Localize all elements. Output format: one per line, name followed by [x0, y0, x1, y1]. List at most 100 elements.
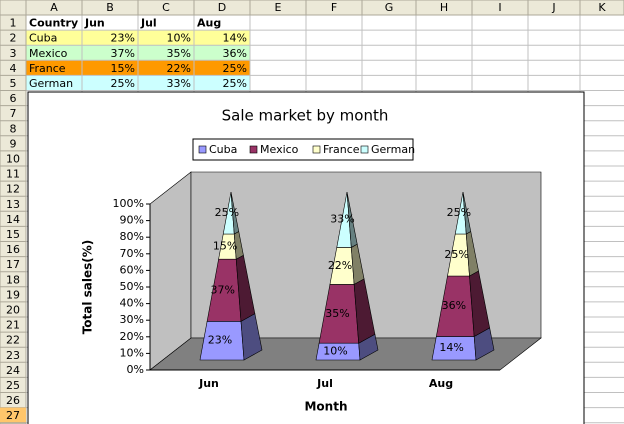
row-number: 13 — [6, 198, 20, 211]
segment-side — [462, 191, 472, 235]
x-axis-title: Month — [304, 400, 347, 414]
legend-label: Mexico — [260, 143, 299, 156]
data-label: 23% — [208, 334, 232, 347]
segment-side — [346, 191, 358, 248]
row-number: 9 — [10, 137, 17, 150]
row-number: 4 — [10, 62, 17, 75]
column-header: B — [106, 1, 114, 14]
y-tick-label: 70% — [120, 247, 144, 260]
row-number: 22 — [6, 334, 20, 347]
pyramid-segment — [218, 231, 244, 260]
column-header: D — [218, 1, 226, 14]
pyramid-segment — [431, 327, 495, 361]
y-tick-label: 40% — [120, 297, 144, 310]
data-label: 37% — [211, 283, 235, 296]
row-number: 12 — [6, 183, 20, 196]
y-tick-label: 60% — [120, 263, 144, 276]
legend-label: German — [371, 143, 415, 156]
y-tick-label: 10% — [120, 346, 144, 359]
cell: 14% — [223, 32, 247, 45]
cell: 25% — [111, 77, 135, 90]
data-label: 25% — [447, 206, 471, 219]
y-tick-label: 20% — [120, 330, 144, 343]
y-tick-label: 80% — [120, 230, 144, 243]
cell: German — [29, 77, 73, 90]
cell: Jun — [84, 17, 105, 30]
row-header-selected — [0, 407, 26, 423]
data-label: 35% — [325, 307, 349, 320]
cell: 25% — [223, 77, 247, 90]
row-number: 24 — [6, 364, 20, 377]
chart: Sale market by month Total sales(%) Mont… — [27, 91, 585, 424]
y-tick-label: 50% — [120, 280, 144, 293]
x-tick-label: Aug — [429, 377, 453, 390]
legend-swatch — [312, 145, 321, 154]
column-header: E — [275, 1, 282, 14]
data-label: 33% — [330, 213, 354, 226]
cell: 22% — [167, 62, 191, 75]
row-number: 10 — [6, 152, 20, 165]
column-header: I — [498, 1, 501, 14]
data-label: 15% — [213, 240, 237, 253]
cell: 36% — [223, 47, 247, 60]
pyramid-segment — [318, 278, 376, 344]
row-number: 18 — [6, 273, 20, 286]
row-number: 11 — [6, 168, 20, 181]
row-number: 25 — [6, 379, 20, 392]
data-label: 22% — [328, 259, 352, 272]
legend — [192, 138, 414, 161]
row-header-bar — [0, 14, 27, 424]
row-number: 16 — [6, 243, 20, 256]
column-header-bar — [0, 0, 624, 16]
data-label: 25% — [444, 248, 468, 261]
pyramid-segment — [454, 191, 472, 235]
side-wall — [149, 171, 192, 371]
cell: 33% — [167, 77, 191, 90]
legend-swatch — [198, 145, 207, 154]
row-number: 14 — [6, 213, 20, 226]
row-number: 20 — [6, 303, 20, 316]
row-number: 26 — [6, 394, 20, 407]
cell: 10% — [167, 32, 191, 45]
row-number: 27 — [6, 409, 20, 422]
data-label: 25% — [215, 206, 239, 219]
column-header: K — [598, 1, 606, 14]
cell: Jul — [140, 17, 157, 30]
row-number: 8 — [10, 122, 17, 135]
column-header: A — [50, 1, 58, 14]
cell: Cuba — [29, 32, 57, 45]
row-number: 7 — [10, 107, 17, 120]
legend-swatch — [249, 145, 258, 154]
column-header: J — [551, 1, 555, 14]
pyramid-segment — [222, 191, 240, 235]
y-tick-label: 90% — [120, 214, 144, 227]
y-tick-label: 30% — [120, 313, 144, 326]
data-label: 36% — [442, 299, 466, 312]
pyramid-segment — [329, 243, 365, 285]
cell: France — [29, 62, 66, 75]
pyramid-segment — [336, 191, 358, 248]
cell: Aug — [197, 17, 221, 30]
data-label: 14% — [439, 341, 463, 354]
pyramid-segment — [435, 270, 490, 337]
row-number: 2 — [10, 32, 17, 45]
row-number: 5 — [10, 77, 17, 90]
legend-label: France — [323, 143, 360, 156]
column-header: H — [440, 1, 448, 14]
x-tick-label: Jul — [316, 377, 333, 390]
row-number: 19 — [6, 288, 20, 301]
cell: 35% — [167, 47, 191, 60]
row-number: 17 — [6, 258, 20, 271]
row-number: 6 — [10, 92, 17, 105]
legend-swatch — [360, 145, 369, 154]
chart-title: Sale market by month — [222, 107, 389, 125]
y-tick-label: 0% — [127, 363, 144, 376]
row-number: 3 — [10, 47, 17, 60]
cell: Mexico — [29, 47, 68, 60]
segment-side — [230, 191, 240, 235]
x-tick-label: Jun — [198, 377, 219, 390]
row-number: 21 — [6, 319, 20, 332]
y-axis-title: Total sales(%) — [81, 240, 95, 335]
